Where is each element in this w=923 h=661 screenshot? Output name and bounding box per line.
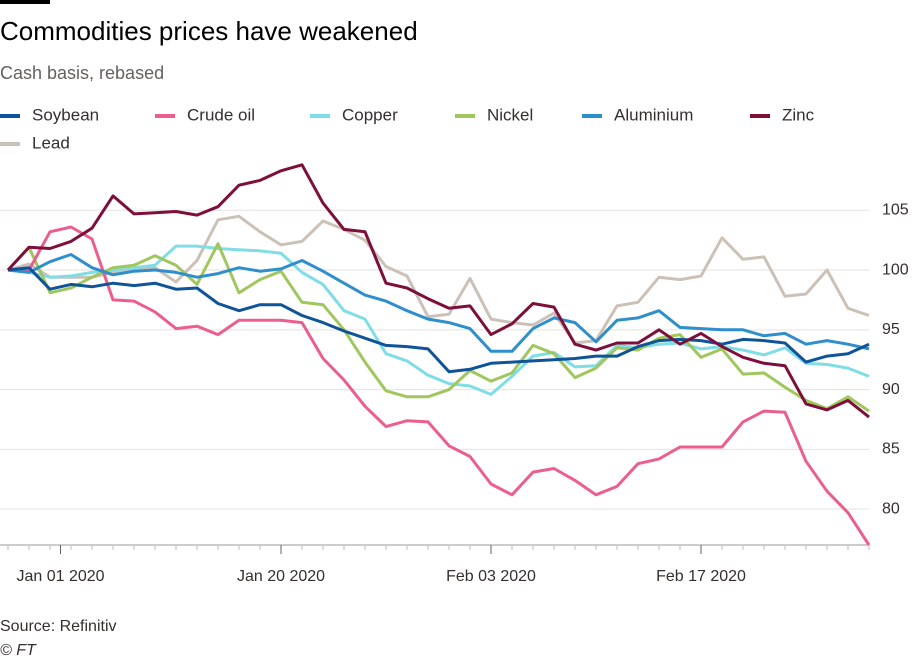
source: Source: Refinitiv [0, 618, 117, 635]
y-tick-label: 100 [882, 261, 909, 278]
x-tick-label: Feb 17 2020 [656, 568, 746, 585]
chart-subtitle: Cash basis, rebased [0, 63, 164, 83]
x-tick-label: Jan 20 2020 [237, 568, 325, 585]
legend-label: Aluminium [614, 105, 693, 124]
series-line [6, 163, 870, 419]
y-tick-label: 105 [882, 201, 909, 218]
legend-label: Lead [32, 133, 70, 152]
legend-label: Soybean [32, 105, 99, 124]
legend-label: Zinc [782, 105, 815, 124]
chart-title: Commodities prices have weakened [0, 16, 418, 46]
series-line [7, 253, 870, 353]
x-tick-label: Feb 03 2020 [446, 568, 536, 585]
legend-label: Copper [342, 105, 398, 124]
y-tick-label: 90 [882, 381, 900, 398]
y-tick-label: 85 [882, 441, 900, 458]
series-line [8, 225, 871, 546]
series-line [6, 242, 870, 413]
legend-label: Crude oil [187, 105, 255, 124]
series-line [7, 214, 870, 345]
legend-label: Nickel [487, 105, 533, 124]
credit: © FT [0, 642, 37, 659]
x-tick-label: Jan 01 2020 [16, 568, 104, 585]
brand-bar [0, 0, 50, 4]
series-line [7, 266, 870, 374]
y-tick-label: 80 [882, 500, 900, 517]
y-tick-label: 95 [882, 321, 900, 338]
